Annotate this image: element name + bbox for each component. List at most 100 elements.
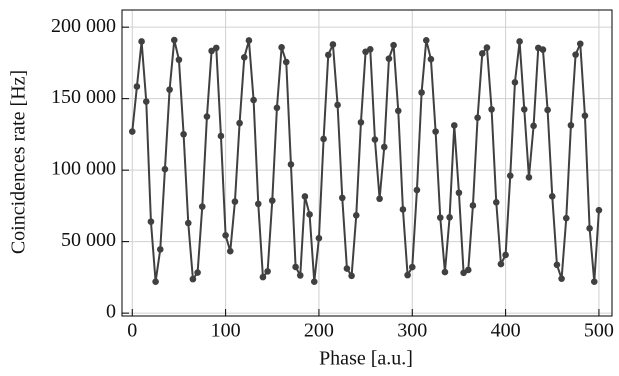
data-point	[203, 113, 211, 120]
data-point	[488, 106, 495, 113]
data-point	[278, 44, 285, 51]
data-point	[142, 98, 150, 105]
data-point	[310, 278, 318, 285]
data-point	[254, 200, 262, 208]
data-point	[520, 106, 528, 113]
data-point	[226, 247, 234, 255]
data-point	[576, 40, 584, 48]
data-point	[268, 197, 276, 204]
data-point	[175, 56, 183, 64]
data-point	[432, 128, 439, 135]
data-point	[306, 211, 313, 218]
data-point	[380, 143, 388, 151]
y-tick-label: 100 000	[51, 158, 116, 180]
data-point	[273, 104, 281, 112]
data-point	[180, 130, 187, 138]
data-point	[530, 122, 537, 130]
data-point	[250, 96, 257, 104]
data-point	[418, 89, 425, 96]
data-point	[161, 165, 169, 173]
data-point	[474, 114, 481, 121]
data-point	[562, 214, 570, 222]
data-point	[231, 198, 239, 205]
data-point	[320, 135, 327, 143]
data-point	[446, 214, 453, 221]
data-point	[217, 132, 225, 140]
data-point	[422, 37, 430, 44]
data-point	[352, 212, 360, 219]
data-point	[315, 234, 323, 242]
data-point	[166, 86, 173, 93]
data-point	[152, 278, 159, 285]
data-point	[553, 261, 561, 269]
data-point	[394, 107, 402, 115]
data-point	[156, 246, 164, 253]
data-point	[357, 119, 365, 126]
data-point	[343, 265, 351, 272]
data-point	[245, 37, 253, 44]
x-tick-label: 400	[491, 320, 521, 342]
data-point	[567, 121, 575, 129]
data-point	[455, 189, 463, 197]
data-point	[292, 263, 299, 271]
y-tick-label: 50 000	[61, 229, 116, 251]
x-tick-label: 200	[304, 320, 334, 342]
data-point	[301, 193, 309, 200]
data-point	[502, 251, 509, 259]
data-point	[184, 219, 192, 227]
data-point	[133, 83, 141, 90]
data-point	[147, 218, 155, 225]
data-point	[329, 41, 337, 48]
data-point	[511, 79, 519, 86]
data-point	[581, 112, 589, 119]
data-point	[450, 122, 458, 129]
x-tick-label: 500	[584, 320, 614, 342]
data-point	[595, 206, 603, 214]
data-point	[408, 263, 416, 271]
data-point	[348, 272, 355, 280]
data-point	[539, 46, 547, 53]
y-tick-label: 150 000	[51, 86, 116, 108]
data-point	[548, 193, 556, 200]
x-tick-label: 100	[211, 320, 241, 342]
data-point	[324, 51, 332, 59]
data-point	[464, 266, 472, 274]
data-point	[478, 50, 486, 57]
data-point	[525, 173, 533, 181]
data-point	[516, 38, 523, 45]
x-tick-label: 300	[397, 320, 427, 342]
data-point	[376, 195, 383, 203]
data-point	[492, 199, 500, 206]
data-point	[194, 269, 201, 276]
data-point	[469, 202, 477, 209]
data-point	[572, 51, 579, 58]
data-point	[240, 54, 248, 61]
data-point	[506, 172, 514, 180]
data-point	[296, 272, 304, 279]
data-point	[483, 44, 491, 51]
data-point	[366, 46, 374, 53]
data-point	[371, 136, 379, 143]
y-axis-label: Coincidences rate [Hz]	[8, 70, 30, 254]
data-point	[441, 268, 449, 276]
data-point	[404, 271, 411, 279]
data-point	[586, 225, 593, 232]
data-point	[497, 260, 505, 268]
data-point	[544, 106, 551, 114]
data-line	[131, 39, 600, 282]
data-point	[264, 268, 271, 275]
x-tick-label: 0	[127, 320, 137, 342]
data-point	[138, 38, 145, 45]
y-tick-label: 0	[106, 301, 116, 323]
data-point	[287, 161, 295, 168]
data-point	[128, 128, 136, 135]
data-point	[208, 47, 215, 55]
plot-frame	[121, 9, 613, 317]
data-point	[590, 278, 598, 285]
data-point	[558, 275, 565, 282]
data-point	[189, 275, 197, 283]
data-point	[436, 214, 444, 221]
data-point	[413, 186, 421, 194]
